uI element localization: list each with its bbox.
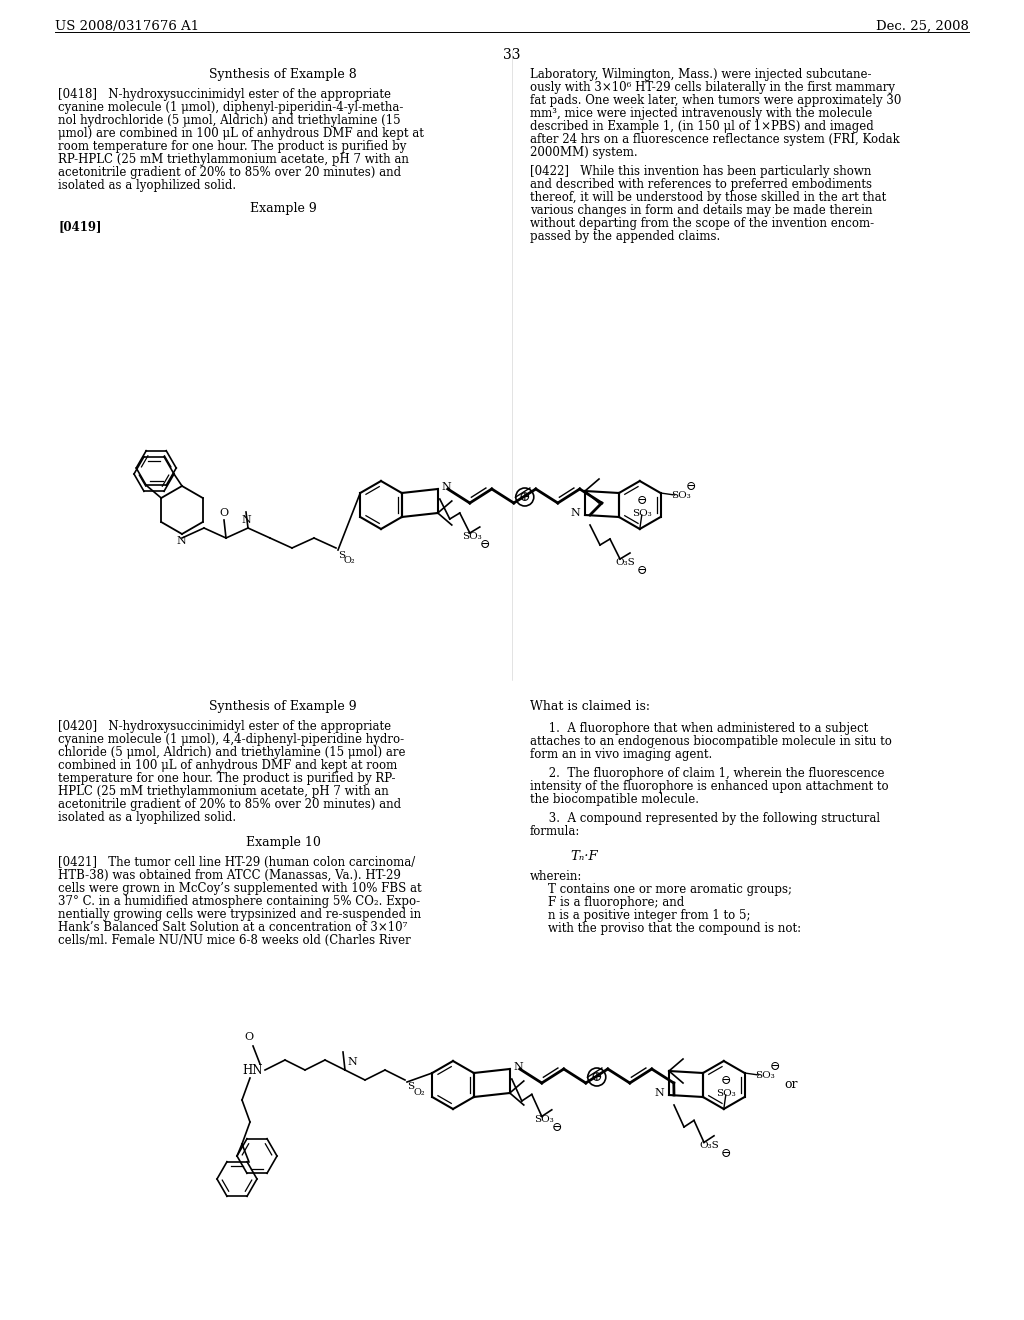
Text: S: S [338,550,345,560]
Text: Hank’s Balanced Salt Solution at a concentration of 3×10⁷: Hank’s Balanced Salt Solution at a conce… [58,921,408,935]
Text: ously with 3×10⁶ HT-29 cells bilaterally in the first mammary: ously with 3×10⁶ HT-29 cells bilaterally… [530,81,895,94]
Text: S: S [407,1082,414,1092]
Text: 3.  A compound represented by the following structural: 3. A compound represented by the followi… [530,812,880,825]
Text: 2.  The fluorophore of claim 1, wherein the fluorescence: 2. The fluorophore of claim 1, wherein t… [530,767,885,780]
Text: Dec. 25, 2008: Dec. 25, 2008 [877,20,969,33]
Text: [0421]   The tumor cell line HT-29 (human colon carcinoma/: [0421] The tumor cell line HT-29 (human … [58,855,416,869]
Text: and described with references to preferred embodiments: and described with references to preferr… [530,178,872,191]
Text: SO₃: SO₃ [632,508,651,517]
Text: SO₃: SO₃ [534,1115,554,1123]
Text: O₂: O₂ [413,1088,425,1097]
Text: HN: HN [243,1064,263,1077]
Text: N: N [514,1063,523,1072]
Text: Laboratory, Wilmington, Mass.) were injected subcutane-: Laboratory, Wilmington, Mass.) were inje… [530,69,871,81]
Text: HPLC (25 mM triethylammonium acetate, pH 7 with an: HPLC (25 mM triethylammonium acetate, pH… [58,785,389,799]
Text: form an in vivo imaging agent.: form an in vivo imaging agent. [530,748,713,762]
Text: cells were grown in McCoy’s supplemented with 10% FBS at: cells were grown in McCoy’s supplemented… [58,882,422,895]
Text: cells/ml. Female NU/NU mice 6-8 weeks old (Charles River: cells/ml. Female NU/NU mice 6-8 weeks ol… [58,935,411,946]
Text: [0422]   While this invention has been particularly shown: [0422] While this invention has been par… [530,165,871,178]
Text: isolated as a lyophilized solid.: isolated as a lyophilized solid. [58,180,237,191]
Text: various changes in form and details may be made therein: various changes in form and details may … [530,205,872,216]
Text: nol hydrochloride (5 μmol, Aldrich) and triethylamine (15: nol hydrochloride (5 μmol, Aldrich) and … [58,114,400,127]
Text: ⊖: ⊖ [721,1147,731,1160]
Text: Synthesis of Example 9: Synthesis of Example 9 [209,700,356,713]
Text: O: O [245,1032,254,1041]
Text: the biocompatible molecule.: the biocompatible molecule. [530,793,699,807]
Text: nentially growing cells were trypsinized and re-suspended in: nentially growing cells were trypsinized… [58,908,421,921]
Text: μmol) are combined in 100 μL of anhydrous DMF and kept at: μmol) are combined in 100 μL of anhydrou… [58,127,424,140]
Text: passed by the appended claims.: passed by the appended claims. [530,230,720,243]
Text: HTB-38) was obtained from ATCC (Manassas, Va.). HT-29: HTB-38) was obtained from ATCC (Manassas… [58,869,400,882]
Text: described in Example 1, (in 150 μl of 1×PBS) and imaged: described in Example 1, (in 150 μl of 1×… [530,120,873,133]
Text: Tₙ·F: Tₙ·F [570,850,598,863]
Text: O: O [219,508,228,517]
Text: N: N [176,536,186,546]
Text: ⊖: ⊖ [637,565,647,578]
Text: O₃S: O₃S [615,558,635,568]
Text: isolated as a lyophilized solid.: isolated as a lyophilized solid. [58,810,237,824]
Text: thereof, it will be understood by those skilled in the art that: thereof, it will be understood by those … [530,191,886,205]
Text: SO₃: SO₃ [716,1089,735,1097]
Text: ⊕: ⊕ [519,490,530,504]
Text: without departing from the scope of the invention encom-: without departing from the scope of the … [530,216,874,230]
Text: chloride (5 μmol, Aldrich) and triethylamine (15 μmol) are: chloride (5 μmol, Aldrich) and triethyla… [58,746,406,759]
Text: room temperature for one hour. The product is purified by: room temperature for one hour. The produ… [58,140,407,153]
Text: SO₃: SO₃ [755,1071,774,1080]
Text: acetonitrile gradient of 20% to 85% over 20 minutes) and: acetonitrile gradient of 20% to 85% over… [58,799,401,810]
Text: [0419]: [0419] [58,220,101,234]
Text: [0418]   N-hydroxysuccinimidyl ester of the appropriate: [0418] N-hydroxysuccinimidyl ester of th… [58,88,391,102]
Text: ⊖: ⊖ [637,495,647,507]
Text: attaches to an endogenous biocompatible molecule in situ to: attaches to an endogenous biocompatible … [530,735,892,748]
Text: T contains one or more aromatic groups;: T contains one or more aromatic groups; [548,883,792,896]
Text: US 2008/0317676 A1: US 2008/0317676 A1 [55,20,199,33]
Text: wherein:: wherein: [530,870,583,883]
Text: RP-HPLC (25 mM triethylammonium acetate, pH 7 with an: RP-HPLC (25 mM triethylammonium acetate,… [58,153,409,166]
Text: What is claimed is:: What is claimed is: [530,700,650,713]
Text: 33: 33 [503,48,521,62]
Text: ⊖: ⊖ [552,1121,562,1134]
Text: formula:: formula: [530,825,581,838]
Text: n is a positive integer from 1 to 5;: n is a positive integer from 1 to 5; [548,909,751,921]
Text: ⊖: ⊖ [685,480,696,494]
Text: N: N [570,508,580,517]
Text: ⊖: ⊖ [721,1074,731,1088]
Text: F is a fluorophore; and: F is a fluorophore; and [548,896,684,909]
Text: Example 10: Example 10 [246,836,321,849]
Text: 1.  A fluorophore that when administered to a subject: 1. A fluorophore that when administered … [530,722,868,735]
Text: cyanine molecule (1 μmol), diphenyl-piperidin-4-yl-metha-: cyanine molecule (1 μmol), diphenyl-pipe… [58,102,403,114]
Text: intensity of the fluorophore is enhanced upon attachment to: intensity of the fluorophore is enhanced… [530,780,889,793]
Text: O₂: O₂ [344,556,355,565]
Text: with the proviso that the compound is not:: with the proviso that the compound is no… [548,921,801,935]
Text: SO₃: SO₃ [462,532,481,541]
Text: combined in 100 μL of anhydrous DMF and kept at room: combined in 100 μL of anhydrous DMF and … [58,759,397,772]
Text: Example 9: Example 9 [250,202,316,215]
Text: N: N [347,1057,356,1067]
Text: N: N [441,482,452,492]
Text: 2000MM) system.: 2000MM) system. [530,147,638,158]
Text: N: N [241,515,251,525]
Text: mm³, mice were injected intravenously with the molecule: mm³, mice were injected intravenously wi… [530,107,872,120]
Text: SO₃: SO₃ [671,491,690,499]
Text: N: N [654,1088,664,1098]
Text: ⊖: ⊖ [479,539,490,552]
Text: 37° C. in a humidified atmosphere containing 5% CO₂. Expo-: 37° C. in a humidified atmosphere contai… [58,895,420,908]
Text: cyanine molecule (1 μmol), 4,4-diphenyl-piperidine hydro-: cyanine molecule (1 μmol), 4,4-diphenyl-… [58,733,404,746]
Text: ⊕: ⊕ [591,1071,602,1084]
Text: O₃S: O₃S [699,1140,719,1150]
Text: acetonitrile gradient of 20% to 85% over 20 minutes) and: acetonitrile gradient of 20% to 85% over… [58,166,401,180]
Text: [0420]   N-hydroxysuccinimidyl ester of the appropriate: [0420] N-hydroxysuccinimidyl ester of th… [58,719,391,733]
Text: or: or [784,1078,798,1092]
Text: after 24 hrs on a fluorescence reflectance system (FRI, Kodak: after 24 hrs on a fluorescence reflectan… [530,133,900,147]
Text: temperature for one hour. The product is purified by RP-: temperature for one hour. The product is… [58,772,395,785]
Text: ⊖: ⊖ [769,1060,780,1073]
Text: fat pads. One week later, when tumors were approximately 30: fat pads. One week later, when tumors we… [530,94,901,107]
Text: Synthesis of Example 8: Synthesis of Example 8 [209,69,357,81]
